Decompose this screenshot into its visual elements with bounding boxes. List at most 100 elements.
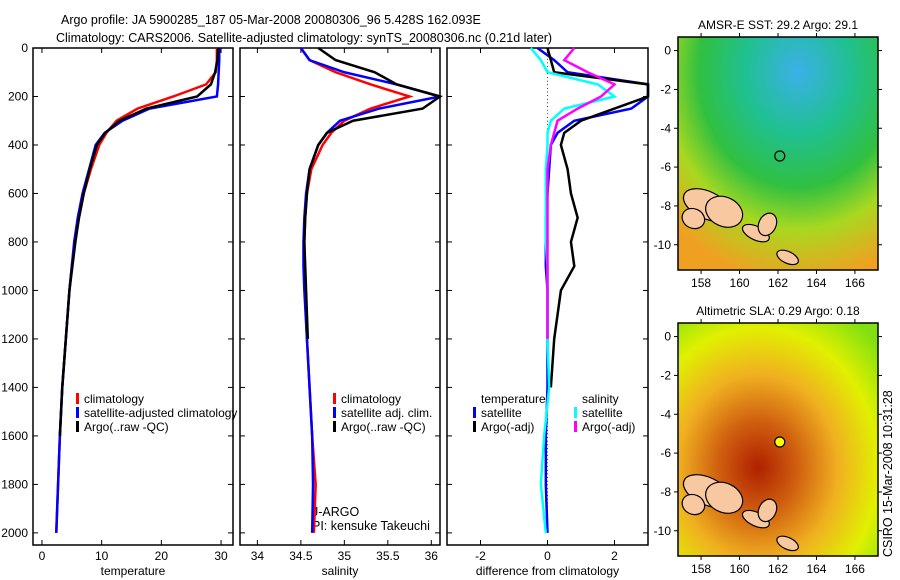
map-lon-label: 158 — [691, 276, 711, 290]
island-outline — [681, 493, 706, 516]
legend-swatch — [76, 421, 79, 432]
legend-label: Argo(..raw -QC) — [341, 420, 426, 434]
legend-label: climatology — [84, 392, 144, 406]
map-lat-label: 0 — [664, 44, 671, 58]
argo-location-marker — [774, 436, 786, 448]
map-lat-label: -4 — [660, 121, 671, 135]
legend-swatch — [333, 407, 336, 418]
figure-title-line2: Climatology: CARS2006. Satellite-adjuste… — [56, 31, 553, 45]
legend-header-temperature: temperature — [481, 392, 546, 406]
map-lon-label: 158 — [691, 562, 711, 576]
x-tick-label: 35 — [338, 549, 352, 563]
timestamp-stamp: CSIRO 15-Mar-2008 10:31:28 — [881, 390, 895, 557]
legend-swatch — [333, 393, 336, 404]
map-lat-label: -8 — [660, 485, 671, 499]
y-tick-label: 400 — [8, 138, 28, 152]
island-outline — [757, 212, 778, 237]
x-tick-label: 30 — [214, 549, 228, 563]
island-outline — [681, 207, 706, 230]
credit-pi: PI: kensuke Takeuchi — [312, 519, 430, 533]
map-lat-label: -4 — [660, 407, 671, 421]
series-line-salinity-argo-adj- — [546, 47, 617, 339]
argo-location-marker — [774, 150, 786, 162]
legend-swatch — [333, 421, 336, 432]
legend-swatch — [76, 407, 79, 418]
y-tick-label: 1800 — [1, 477, 28, 491]
x-tick-label: 36 — [425, 549, 439, 563]
island-outline — [776, 535, 799, 552]
map-lon-label: 162 — [768, 562, 788, 576]
series-line-argo-raw-qc- — [303, 46, 443, 339]
y-tick-label: 1000 — [1, 283, 28, 297]
island-outline — [705, 481, 744, 514]
legend-label: Argo(-adj) — [481, 420, 534, 434]
map-lat-label: -10 — [654, 524, 672, 538]
x-axis-label: difference from climatology — [476, 564, 619, 578]
legend-swatch — [574, 407, 577, 418]
x-tick-label: 0 — [39, 549, 46, 563]
legend-swatch — [473, 407, 476, 418]
map-lon-label: 166 — [845, 276, 865, 290]
y-tick-label: 2000 — [1, 526, 28, 540]
credit-program: J-ARGO — [312, 505, 360, 519]
y-tick-label: 1200 — [1, 332, 28, 346]
x-tick-label: 0 — [544, 549, 551, 563]
map-lon-label: 164 — [806, 276, 826, 290]
map-lon-label: 160 — [730, 276, 750, 290]
island-outline — [776, 249, 799, 266]
legend-label: satellite-adjusted climatology — [84, 406, 237, 420]
series-line-temperature-argo-adj- — [546, 47, 650, 388]
x-tick-label: 20 — [155, 549, 169, 563]
x-tick-label: 35.5 — [376, 549, 400, 563]
legend-swatch — [574, 421, 577, 432]
map-lon-label: 162 — [768, 276, 788, 290]
series-line-satellite-adjusted-climatology — [55, 48, 221, 533]
map-lat-label: 0 — [664, 330, 671, 344]
legend-label: Argo(-adj) — [582, 420, 635, 434]
figure-title-line1: Argo profile: JA 5900285_187 05-Mar-2008… — [61, 13, 481, 27]
map-lon-label: 164 — [806, 562, 826, 576]
map-lat-label: -10 — [654, 238, 672, 252]
map-title: Altimetric SLA: 0.29 Argo: 0.18 — [696, 304, 860, 318]
legend-label: satellite adj. clim. — [341, 406, 432, 420]
y-tick-label: 0 — [21, 41, 28, 55]
x-tick-label: 2 — [611, 549, 618, 563]
y-tick-label: 1600 — [1, 429, 28, 443]
y-tick-label: 800 — [8, 235, 28, 249]
series-line-satellite-adj-clim- — [299, 47, 441, 533]
map-lon-label: 160 — [730, 562, 750, 576]
y-tick-label: 200 — [8, 89, 28, 103]
legend-header-salinity: salinity — [582, 392, 619, 406]
map-lat-label: -2 — [660, 368, 671, 382]
legend-label: Argo(..raw -QC) — [84, 420, 169, 434]
x-tick-label: 10 — [95, 549, 109, 563]
island-outline — [757, 498, 778, 523]
x-axis-label: salinity — [322, 564, 359, 578]
y-tick-label: 1400 — [1, 380, 28, 394]
legend-label: satellite — [481, 406, 522, 420]
map-lat-label: -2 — [660, 82, 671, 96]
map-lat-label: -6 — [660, 160, 671, 174]
series-line-temperature-satellite — [536, 46, 650, 533]
map-title: AMSR-E SST: 29.2 Argo: 29.1 — [698, 18, 858, 32]
map-lat-label: -8 — [660, 199, 671, 213]
map-lon-label: 166 — [845, 562, 865, 576]
legend-swatch — [473, 421, 476, 432]
x-axis-label: temperature — [101, 564, 166, 578]
x-tick-label: -2 — [475, 549, 486, 563]
legend-label: climatology — [341, 392, 401, 406]
panel-frame-1 — [239, 47, 441, 546]
x-tick-label: 34 — [251, 549, 265, 563]
y-tick-label: 600 — [8, 186, 28, 200]
x-tick-label: 34.5 — [289, 549, 313, 563]
panel-frame-0 — [32, 47, 234, 546]
series-line-argo-raw-qc- — [58, 47, 220, 436]
series-line-climatology — [55, 48, 219, 533]
legend-label: satellite — [582, 406, 623, 420]
island-outline — [705, 195, 744, 228]
map-lat-label: -6 — [660, 446, 671, 460]
series-line-salinity-satellite — [529, 47, 618, 534]
legend-swatch — [76, 393, 79, 404]
